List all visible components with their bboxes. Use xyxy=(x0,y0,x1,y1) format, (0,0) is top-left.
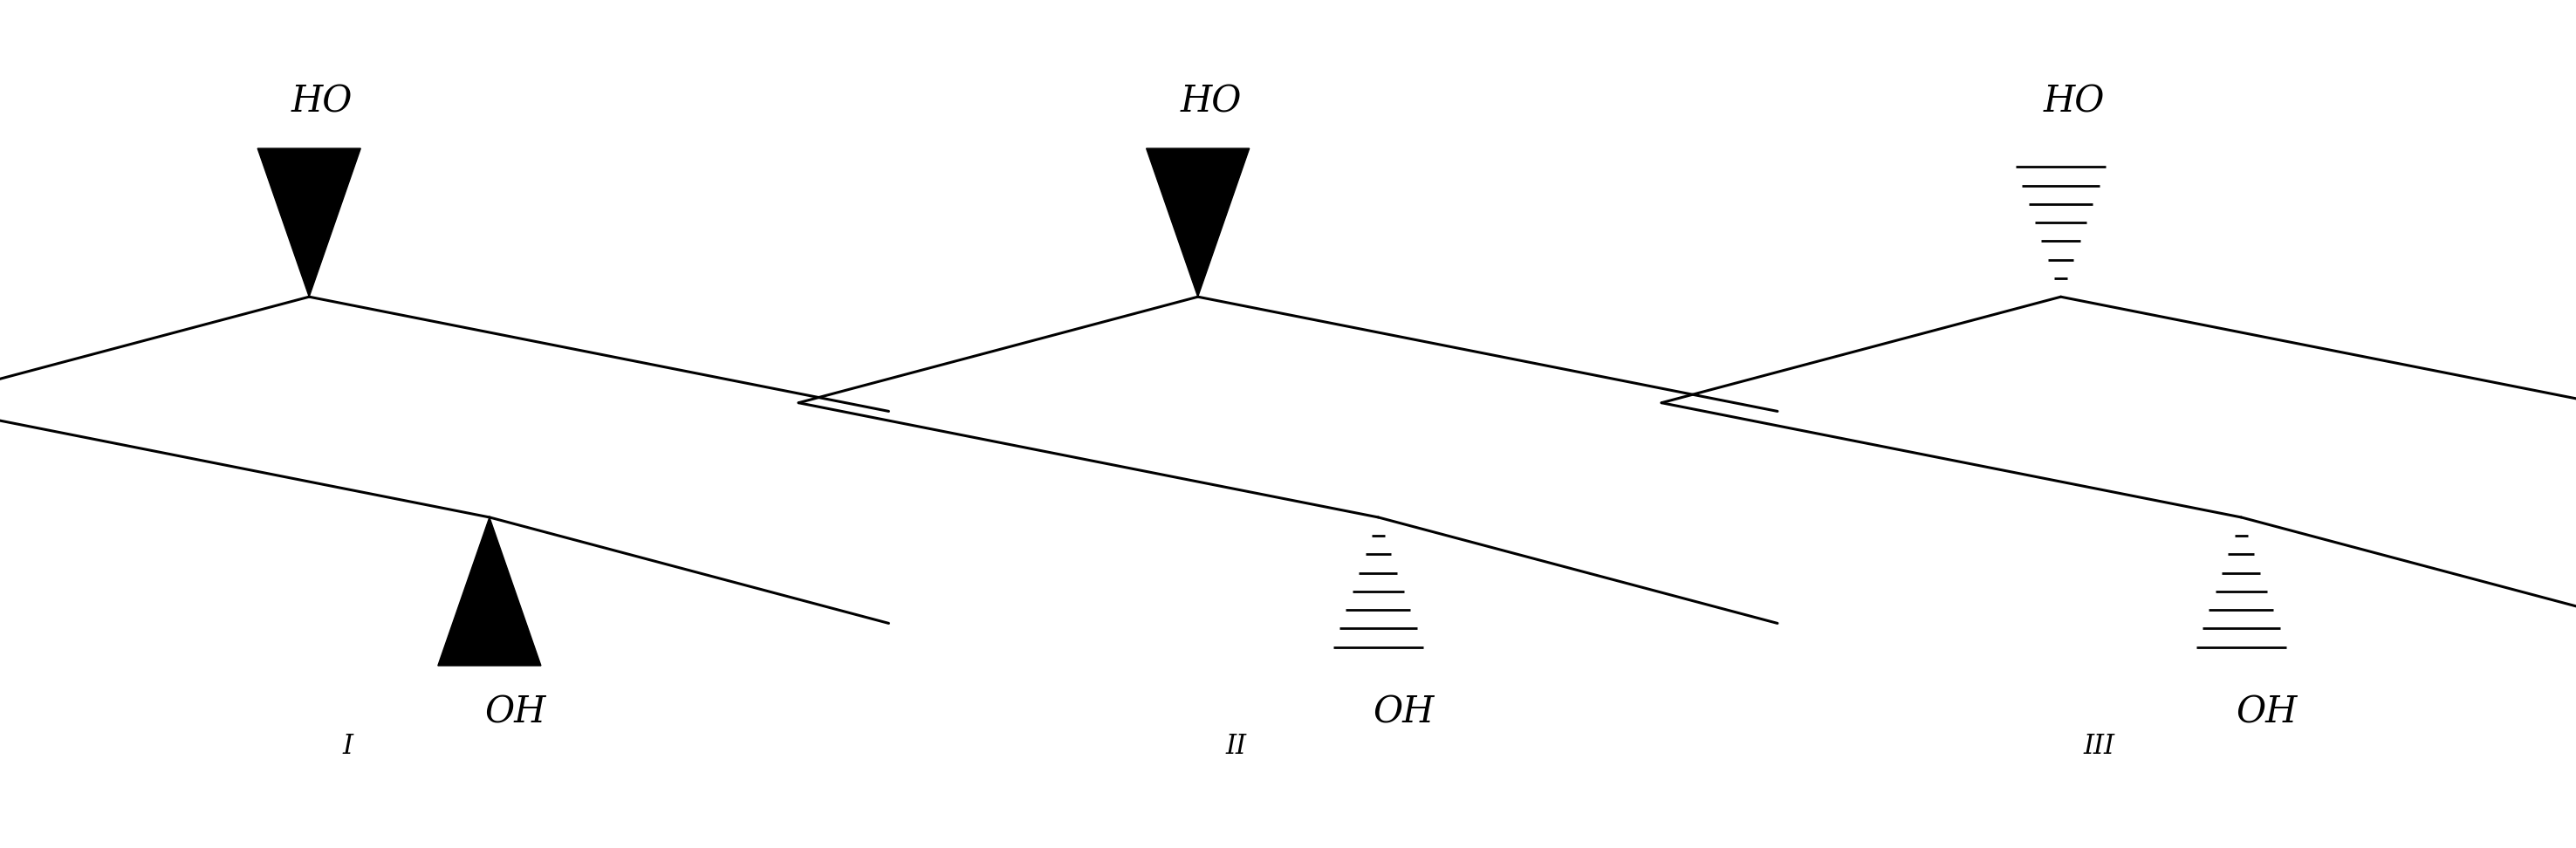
Polygon shape xyxy=(438,517,541,666)
Polygon shape xyxy=(258,148,361,297)
Text: OH: OH xyxy=(2236,694,2298,731)
Text: OH: OH xyxy=(1373,694,1435,731)
Text: III: III xyxy=(2084,733,2115,760)
Text: HO: HO xyxy=(1180,83,1242,120)
Text: OH: OH xyxy=(484,694,546,731)
Text: I: I xyxy=(343,733,353,760)
Polygon shape xyxy=(1146,148,1249,297)
Text: II: II xyxy=(1226,733,1247,760)
Text: HO: HO xyxy=(2043,83,2105,120)
Text: HO: HO xyxy=(291,83,353,120)
